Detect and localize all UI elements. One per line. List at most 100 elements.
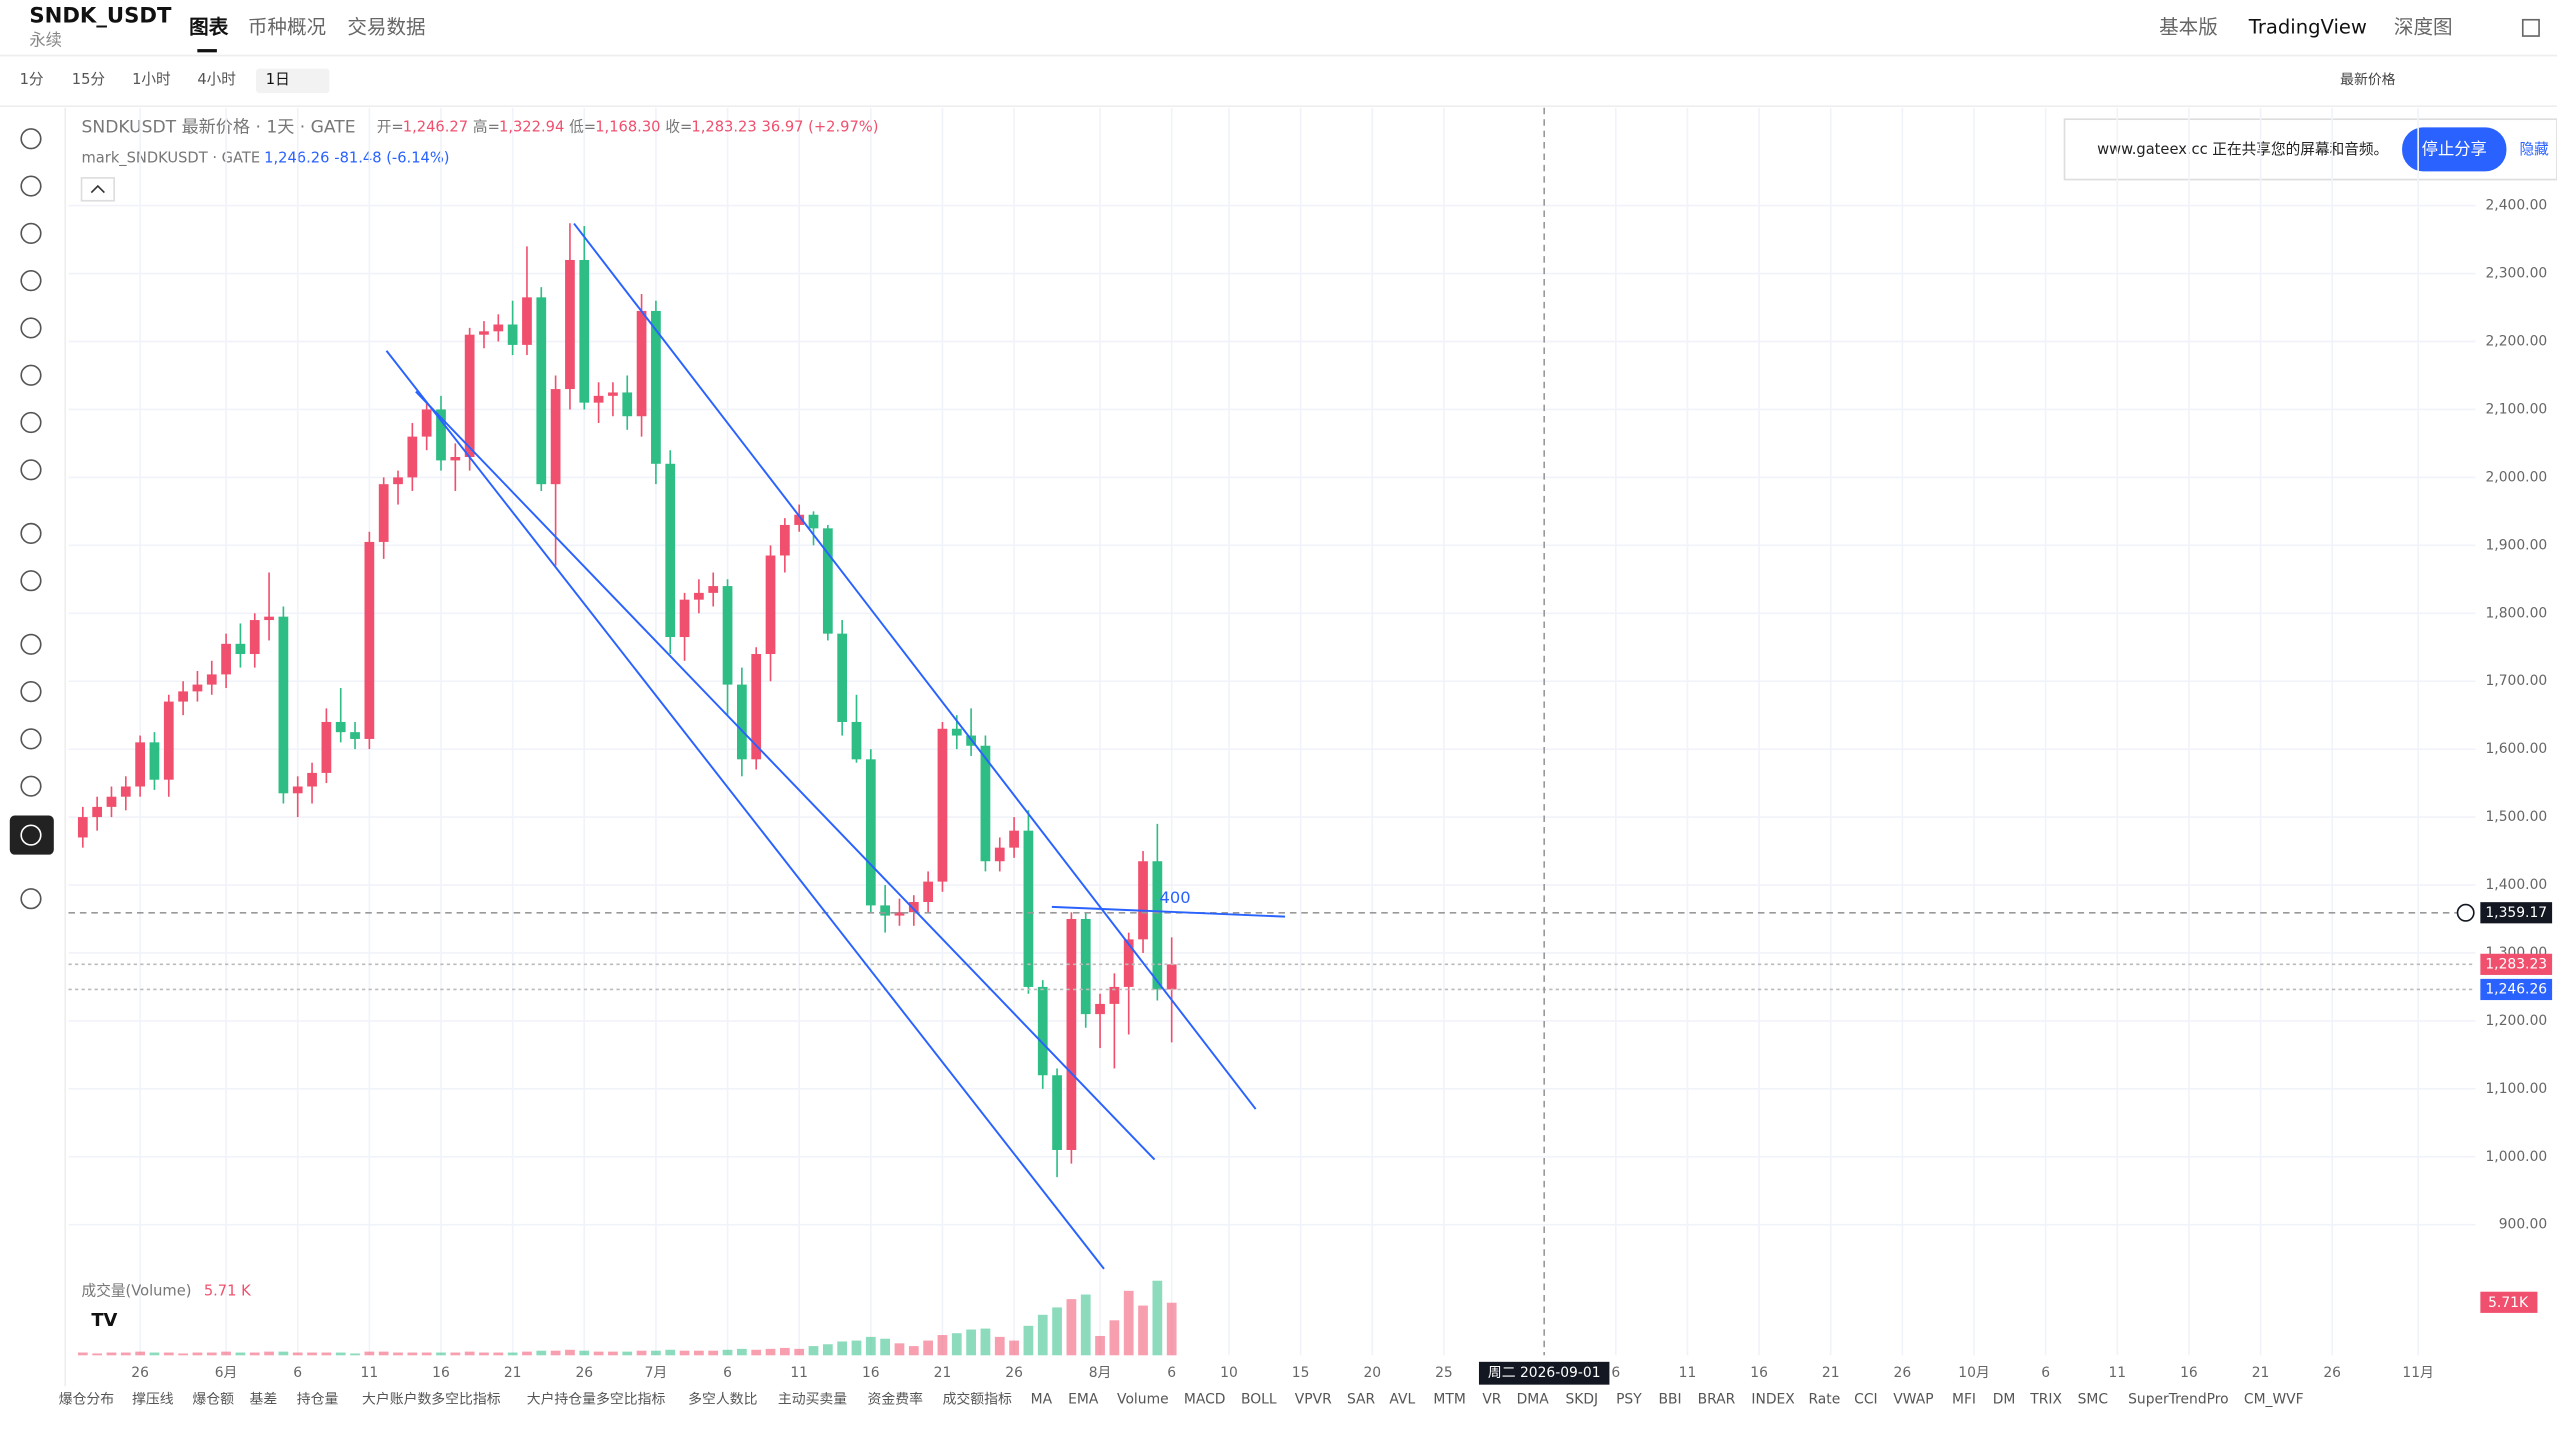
stop-share-button[interactable] — [2402, 127, 2507, 172]
indicator[interactable]: BOLL — [1241, 1391, 1277, 1407]
candle-body — [206, 674, 217, 685]
indicator[interactable]: 持仓量 — [297, 1391, 339, 1407]
indicator[interactable]: SuperTrendPro — [2128, 1391, 2229, 1407]
indicator[interactable]: 爆仓额 — [192, 1391, 234, 1407]
tab[interactable]: 交易数据 — [347, 15, 425, 38]
indicator[interactable]: BBI — [1658, 1391, 1681, 1407]
indicator[interactable]: 基差 — [250, 1390, 278, 1407]
channel-line[interactable] — [573, 222, 1257, 1110]
volume-bar — [822, 1344, 833, 1356]
x-tick-label: 6 — [293, 1365, 302, 1381]
candle-body — [178, 691, 188, 702]
tool-active-bg — [9, 815, 54, 855]
view-option[interactable]: TradingView — [2248, 15, 2367, 38]
interval[interactable]: 15分 — [72, 71, 106, 88]
channel-line[interactable] — [385, 350, 1105, 1270]
indicator[interactable]: 爆仓分布 — [59, 1391, 115, 1407]
tool-icon[interactable] — [20, 270, 42, 292]
hide-link[interactable]: 隐藏 — [2519, 141, 2549, 158]
indicator[interactable]: MFI — [1952, 1391, 1976, 1407]
indicator[interactable]: 多空人数比 — [688, 1390, 757, 1407]
volume-bar — [178, 1353, 188, 1356]
indicator[interactable]: Volume — [1117, 1391, 1169, 1407]
candle-body — [1052, 1075, 1062, 1150]
symbol[interactable]: SNDK_USDT — [29, 2, 172, 27]
indicator[interactable]: TRIX — [2029, 1391, 2062, 1407]
tool-icon[interactable] — [20, 175, 42, 197]
indicator[interactable]: 资金费率 — [868, 1390, 924, 1407]
indicator[interactable]: SAR — [1347, 1391, 1376, 1407]
tool-icon[interactable] — [20, 222, 42, 244]
interval[interactable]: 1分 — [20, 71, 44, 88]
indicator[interactable]: BRAR — [1698, 1391, 1736, 1407]
indicator[interactable]: CCI — [1854, 1391, 1877, 1407]
tab[interactable]: 图表 — [189, 15, 229, 38]
tool-icon[interactable] — [20, 680, 42, 703]
candle-body — [1009, 830, 1019, 848]
indicator[interactable]: DMA — [1517, 1391, 1550, 1407]
indicator[interactable]: 成交额指标 — [943, 1390, 1012, 1407]
candle-body — [407, 436, 418, 478]
interval[interactable]: 1小时 — [132, 71, 171, 88]
x-tick-label: 16 — [1750, 1365, 1768, 1381]
indicator[interactable]: 撑压线 — [132, 1391, 174, 1407]
indicator[interactable]: SMC — [2078, 1391, 2108, 1407]
volume-bar — [421, 1352, 432, 1356]
indicator[interactable]: 大户持仓量多空比指标 — [527, 1390, 666, 1407]
volume-bar — [1009, 1340, 1019, 1356]
volume-bar — [450, 1352, 461, 1356]
indicator[interactable]: MACD — [1184, 1391, 1226, 1407]
tool-icon[interactable] — [20, 459, 42, 481]
indicator[interactable]: PSY — [1616, 1391, 1642, 1407]
y-tick-label: 1,000.00 — [2485, 1149, 2547, 1165]
price-type[interactable]: 最新价格 — [2340, 72, 2396, 88]
indicator[interactable]: MTM — [1433, 1391, 1465, 1407]
indicator[interactable]: Rate — [1808, 1391, 1840, 1407]
collapse-button[interactable] — [80, 177, 115, 202]
indicator[interactable]: 大户账户数多空比指标 — [362, 1390, 501, 1407]
view-option[interactable]: 基本版 — [2159, 15, 2218, 38]
candle-body — [608, 392, 618, 396]
volume-bar — [751, 1349, 762, 1356]
indicator[interactable]: CM_WVF — [2244, 1391, 2304, 1407]
volume-bar — [522, 1351, 532, 1356]
tool-icon[interactable] — [20, 824, 42, 846]
indicator[interactable]: 主动买卖量 — [778, 1391, 847, 1407]
indicator[interactable]: VR — [1482, 1391, 1501, 1407]
tool-icon[interactable] — [20, 128, 42, 150]
tool-icon[interactable] — [20, 317, 42, 339]
indicator[interactable]: AVL — [1389, 1391, 1415, 1407]
view-option[interactable]: 深度图 — [2394, 15, 2453, 38]
interval[interactable]: 1日 — [266, 71, 290, 88]
candle-body — [507, 324, 518, 345]
indicator[interactable]: INDEX — [1751, 1391, 1795, 1407]
tool-icon[interactable] — [20, 411, 42, 434]
tool-icon[interactable] — [20, 570, 42, 592]
tool-icon[interactable] — [20, 888, 42, 910]
tool-icon[interactable] — [20, 522, 42, 545]
y-tick-label: 2,400.00 — [2485, 198, 2547, 214]
fullscreen-icon[interactable] — [2521, 18, 2540, 37]
volume-bar — [779, 1347, 790, 1356]
candle-body — [651, 310, 661, 464]
candle-body — [292, 786, 303, 794]
volume-bar — [378, 1351, 389, 1356]
ray-line[interactable] — [1051, 905, 1286, 918]
indicator[interactable]: MA — [1031, 1391, 1053, 1407]
indicator[interactable]: EMA — [1068, 1391, 1099, 1407]
channel-line[interactable] — [415, 390, 1156, 1161]
crosshair-plus[interactable] — [2456, 903, 2475, 922]
indicator[interactable]: VPVR — [1295, 1391, 1332, 1407]
indicator[interactable]: SKDJ — [1566, 1391, 1599, 1407]
stop-share-label[interactable]: 停止分享 — [2422, 140, 2487, 159]
interval[interactable]: 4小时 — [197, 71, 236, 88]
tool-icon[interactable] — [20, 633, 42, 655]
tab[interactable]: 币种概况 — [248, 15, 326, 38]
indicator[interactable]: DM — [1993, 1391, 2016, 1407]
legend-value: 1,322.94 — [499, 118, 564, 135]
price-label-bg — [2480, 978, 2553, 1001]
tool-icon[interactable] — [20, 728, 42, 750]
indicator[interactable]: VWAP — [1893, 1391, 1933, 1407]
tool-icon[interactable] — [20, 775, 42, 797]
tool-icon[interactable] — [20, 364, 42, 386]
